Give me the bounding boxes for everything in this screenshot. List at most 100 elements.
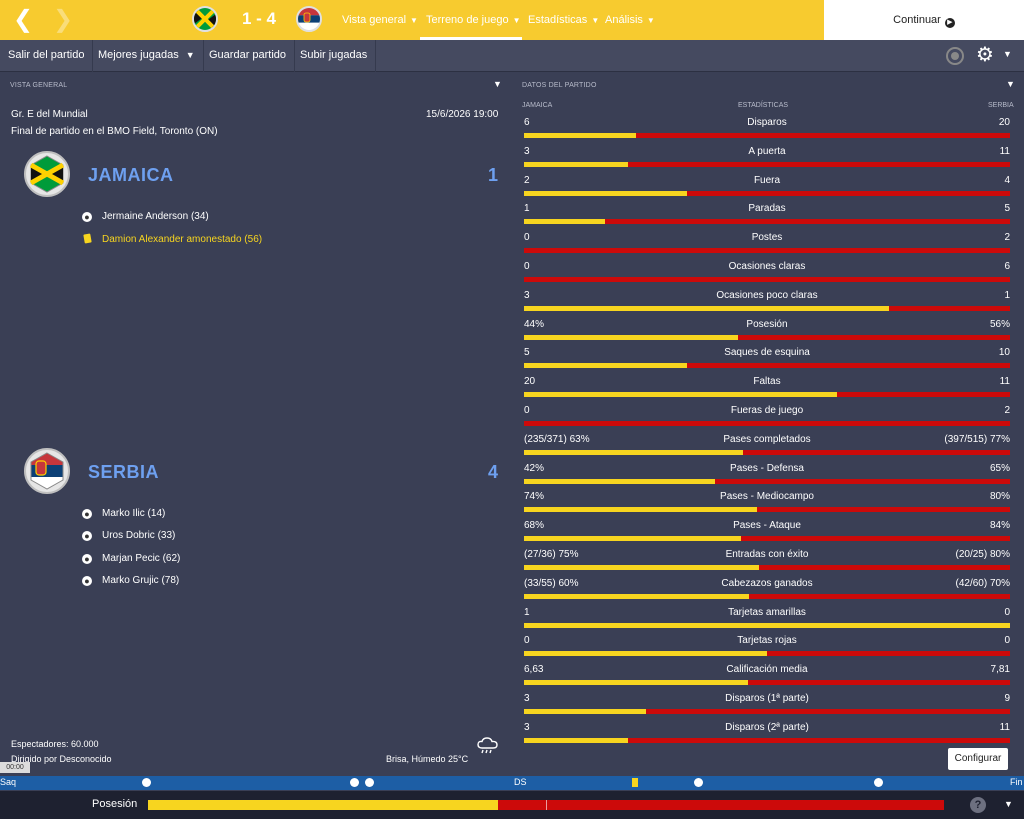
chevron-down-icon: ▼ [185,50,195,60]
home-team-name[interactable]: JAMAICA [88,165,174,185]
stat-home-value: 44% [524,318,545,330]
chevron-down-icon: ▼ [410,16,418,25]
stat-home-value: (33/55) 60% [524,577,579,589]
forward-arrow-icon[interactable]: ❯ [52,6,74,33]
serbia-crest-icon[interactable] [24,448,70,494]
stat-label: Posesión [746,318,788,330]
upload-highlights-button[interactable]: Subir jugadas [292,40,377,72]
stat-label: Disparos [747,117,787,128]
stat-home-value: (27/36) 75% [524,549,579,560]
record-icon[interactable] [946,47,964,65]
tab-terreno-de-juego[interactable]: Terreno de juego ▼ [420,0,522,40]
goal-marker-icon[interactable] [874,778,883,787]
ball-icon: ● [82,531,92,541]
match-stats-panel: DATOS DEL PARTIDO ▼ JAMAICA ESTADÍSTICAS… [514,73,1024,773]
stat-away-value: 65% [989,462,1010,474]
chevron-down-icon[interactable]: ▼ [1004,799,1013,809]
help-icon[interactable]: ? [970,797,986,813]
goal-marker-icon[interactable] [350,778,359,787]
stat-row: Postes 0 2 [524,232,1010,261]
stat-label: Cabezazos ganados [721,577,813,589]
stat-home-fill [524,133,636,138]
back-arrow-icon[interactable]: ❮ [12,6,34,33]
stat-label: Calificación media [726,664,808,676]
stat-home-fill [524,305,889,311]
top-score: 1 - 4 [241,9,277,28]
stat-comparison-bar [524,565,1010,570]
gear-icon[interactable]: ⚙ [976,44,994,66]
jamaica-crest-icon[interactable] [24,151,70,197]
stat-label: Faltas [753,376,781,388]
away-team-name[interactable]: SERBIA [88,462,160,482]
match-clock: 00:00 [0,762,30,773]
stat-comparison-bar [524,248,1010,254]
continue-button[interactable]: Continuar ▶ [824,0,1024,40]
stat-comparison-bar [524,392,1010,398]
chevron-down-icon: ▼ [646,16,655,25]
stat-home-fill [524,478,715,484]
stat-row: Posesión 44% 56% [524,319,1010,348]
stats-col-stats: ESTADÍSTICAS [738,102,789,109]
configure-button[interactable]: Configurar [948,748,1008,770]
stat-home-value: 68% [524,520,545,532]
stat-label: Pases - Ataque [733,520,801,532]
exit-match-button[interactable]: Salir del partido [0,40,94,72]
stat-home-value: 3 [524,145,530,157]
stat-row: Fuera 2 4 [524,175,1010,204]
stat-comparison-bar [524,219,1010,225]
possession-track [148,800,944,810]
ball-icon: ● [82,576,92,586]
goal-marker-icon[interactable] [142,778,151,787]
stat-comparison-bar [524,133,1010,138]
overview-panel: VISTA GENERAL ▼ Gr. E del Mundial Final … [0,73,510,773]
stat-home-value: 3 [524,721,530,733]
tab-estadisticas[interactable]: Estadísticas ▼ [528,14,600,26]
chevron-down-icon: ▼ [591,16,600,25]
stat-comparison-bar [524,449,1010,455]
stat-row: Ocasiones poco claras 3 1 [524,290,1010,319]
stat-away-value: 2 [1004,232,1010,244]
tab-vista-general[interactable]: Vista general ▼ [342,14,418,26]
timeline-end-label: Fin [1010,777,1023,787]
panel-title: VISTA GENERAL [10,82,68,89]
highlights-dropdown[interactable]: Mejores jugadas ▼ [90,40,204,72]
stat-comparison-bar [524,363,1010,369]
stat-home-value: 3 [524,289,530,301]
stat-home-fill [524,190,687,196]
match-timeline[interactable]: Saq DS Fin [0,776,1024,790]
stat-home-fill [524,392,838,398]
stat-label: Fuera [753,174,781,186]
stat-comparison-bar [524,334,1010,340]
rain-cloud-icon [477,737,498,754]
stat-away-value: 11 [999,145,1010,157]
stat-row: Ocasiones claras 0 6 [524,261,1010,290]
stat-comparison-bar [524,277,1010,282]
stat-home-value: 0 [524,405,530,416]
stat-home-fill [524,593,749,599]
top-bar: ❮ ❯ 1 - 4 Vista general ▼ Terreno de jueg… [0,0,1024,40]
stat-label: Disparos (1ª parte) [725,693,809,704]
stat-away-value: 80% [989,491,1010,503]
chevron-down-icon[interactable]: ▼ [1003,49,1012,59]
attendance-label: Espectadores: 60.000 [11,739,99,749]
stat-label: Paradas [748,203,786,215]
goal-marker-icon[interactable] [694,778,703,787]
save-match-button[interactable]: Guardar partido [201,40,296,72]
stat-comparison-bar [524,737,1010,743]
timeline-halftime-label: DS [514,777,527,787]
stat-away-value: (397/515) 77% [944,433,1010,445]
stat-away-value: 9 [1004,693,1010,704]
stat-away-value: 5 [1004,203,1010,215]
stat-label: Pases completados [723,433,811,445]
yellow-card-marker-icon[interactable] [632,778,638,787]
stat-home-value: 3 [524,693,530,704]
chevron-down-icon[interactable]: ▼ [1006,79,1015,89]
match-event: Damion Alexander amonestado (56) [82,233,262,248]
stat-comparison-bar [524,421,1010,426]
match-event: ● Marjan Pecic (62) [82,553,180,567]
goal-marker-icon[interactable] [365,778,374,787]
tab-analisis[interactable]: Análisis ▼ [605,14,655,26]
ball-icon: ● [82,509,92,519]
arrow-right-circle-icon: ▶ [944,18,955,28]
chevron-down-icon[interactable]: ▼ [493,79,502,89]
